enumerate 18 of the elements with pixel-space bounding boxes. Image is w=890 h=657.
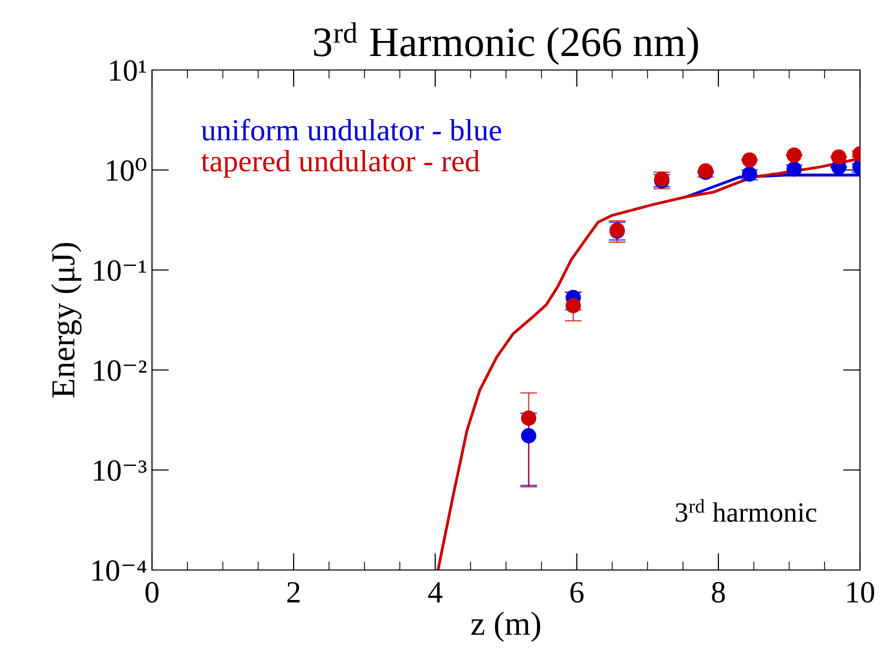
x-tick-label: 6 <box>570 582 584 603</box>
y-tick-label: 10⁻³ <box>94 460 147 481</box>
x-tick-label: 0 <box>146 582 158 603</box>
annotation: 3$^{rd}$ harmonic <box>676 499 816 522</box>
x-tick-label: 8 <box>712 582 725 603</box>
chart-title: 3$^{rd}$ Harmonic (266 nm) <box>314 22 698 65</box>
x-tick-label: 4 <box>428 582 442 602</box>
x-tick-label: 2 <box>287 582 300 602</box>
y-axis-title: Energy (μJ) <box>51 242 82 398</box>
y-tick-label: 10⁰ <box>107 158 146 181</box>
y-tick-label: 10⁻¹ <box>94 260 146 281</box>
y-tick-label: 10⁻⁴ <box>92 560 146 581</box>
x-axis-title: z (m) <box>471 612 540 642</box>
y-tick-label: 10¹ <box>110 60 146 81</box>
x-tick-label: 10 <box>847 582 874 603</box>
text: tapered undulator - red <box>201 150 480 178</box>
text: uniform undulator - blue <box>201 118 502 141</box>
y-tick-label: 10⁻² <box>94 360 146 381</box>
